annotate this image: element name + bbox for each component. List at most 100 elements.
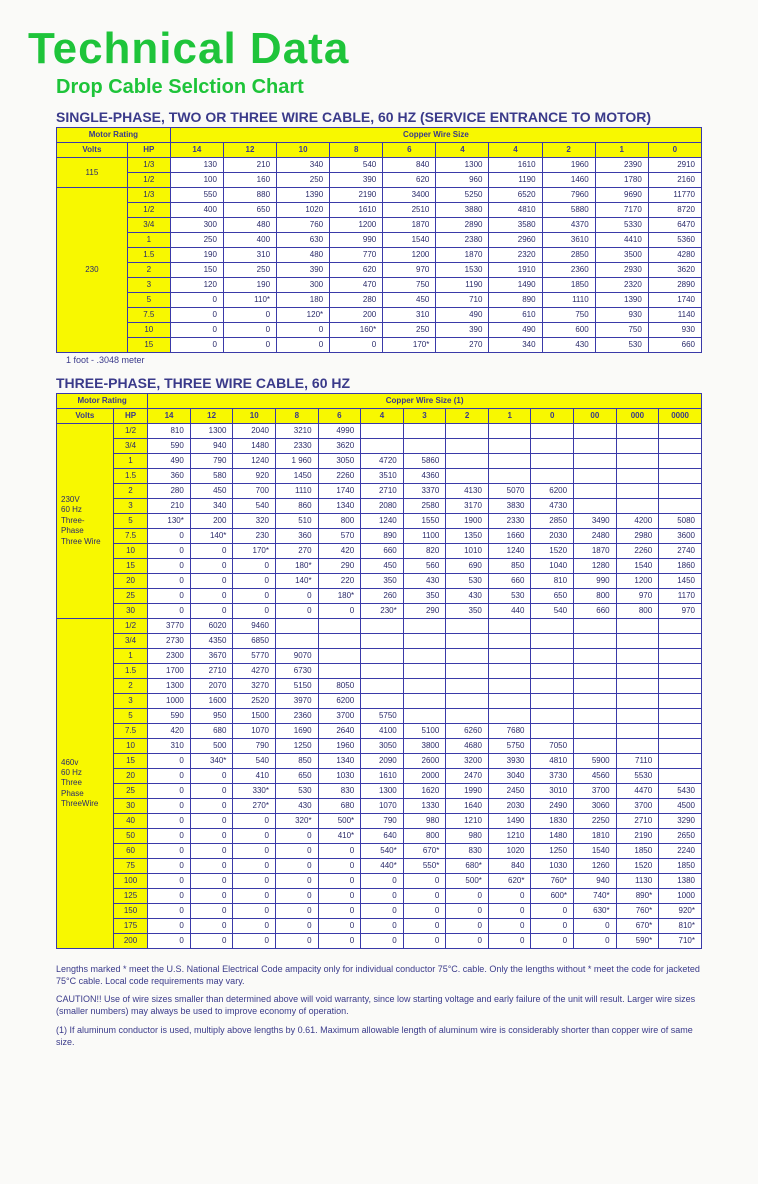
data-cell: 750 <box>542 308 595 323</box>
data-cell <box>361 424 404 439</box>
data-cell: 1190 <box>489 173 542 188</box>
data-cell: 0 <box>148 784 191 799</box>
data-cell: 360 <box>148 469 191 484</box>
data-cell: 760* <box>531 874 574 889</box>
data-cell: 320* <box>276 814 319 829</box>
data-cell: 0 <box>276 589 319 604</box>
data-cell <box>574 424 617 439</box>
data-cell <box>531 469 574 484</box>
data-cell: 0 <box>276 904 319 919</box>
data-cell: 1070 <box>361 799 404 814</box>
data-cell: 880 <box>223 188 276 203</box>
hp-cell: 60 <box>113 844 147 859</box>
data-cell: 0 <box>148 769 191 784</box>
data-cell: 5530 <box>616 769 659 784</box>
data-cell: 1300 <box>361 784 404 799</box>
data-cell: 590 <box>148 439 191 454</box>
data-cell: 1610 <box>330 203 383 218</box>
hp-cell: 50 <box>113 829 147 844</box>
data-cell: 530 <box>488 589 531 604</box>
data-cell <box>574 739 617 754</box>
data-cell: 160* <box>330 323 383 338</box>
data-cell: 710 <box>436 293 489 308</box>
data-cell: 1330 <box>403 799 446 814</box>
data-cell <box>531 709 574 724</box>
data-cell: 3050 <box>361 739 404 754</box>
size-header: 2 <box>542 143 595 158</box>
data-cell: 680 <box>318 799 361 814</box>
data-cell: 0 <box>148 859 191 874</box>
data-cell: 0 <box>361 874 404 889</box>
data-cell: 1250 <box>531 844 574 859</box>
data-cell: 1830 <box>531 814 574 829</box>
data-cell: 2710 <box>616 814 659 829</box>
data-cell: 0 <box>233 604 276 619</box>
data-cell: 4280 <box>648 248 701 263</box>
data-cell <box>488 649 531 664</box>
data-cell: 3010 <box>531 784 574 799</box>
data-cell: 0 <box>190 829 233 844</box>
data-cell: 890 <box>361 529 404 544</box>
data-cell: 650 <box>531 589 574 604</box>
data-cell: 0 <box>276 919 319 934</box>
data-cell: 940 <box>190 439 233 454</box>
data-cell: 0 <box>148 529 191 544</box>
data-cell: 600 <box>542 323 595 338</box>
data-cell: 2600 <box>403 754 446 769</box>
data-cell: 750 <box>595 323 648 338</box>
data-cell <box>403 664 446 679</box>
hp-cell: 1.5 <box>113 664 147 679</box>
hp-header: HP <box>113 409 147 424</box>
data-cell: 0 <box>276 829 319 844</box>
section-heading-1: SINGLE-PHASE, TWO OR THREE WIRE CABLE, 6… <box>56 109 730 125</box>
data-cell: 590* <box>616 934 659 949</box>
data-cell: 5150 <box>276 679 319 694</box>
data-cell: 2260 <box>318 469 361 484</box>
data-cell: 0 <box>170 308 223 323</box>
data-cell: 350 <box>446 604 489 619</box>
data-cell: 3510 <box>361 469 404 484</box>
data-cell: 0 <box>190 859 233 874</box>
size-header: 000 <box>616 409 659 424</box>
data-cell: 0 <box>233 559 276 574</box>
data-cell: 1860 <box>659 559 702 574</box>
hp-cell: 75 <box>113 859 147 874</box>
data-cell: 1850 <box>542 278 595 293</box>
hp-cell: 125 <box>113 889 147 904</box>
data-cell <box>659 724 702 739</box>
data-cell: 1200 <box>330 218 383 233</box>
volts-label: 230V 60 Hz Three-Phase Three Wire <box>57 424 114 619</box>
data-cell: 0 <box>318 889 361 904</box>
data-cell <box>574 439 617 454</box>
data-cell <box>361 439 404 454</box>
data-cell: 0 <box>223 323 276 338</box>
data-cell: 0 <box>330 338 383 353</box>
data-cell: 0 <box>277 323 330 338</box>
data-cell: 3210 <box>276 424 319 439</box>
data-cell: 340 <box>277 158 330 173</box>
data-cell: 4680 <box>446 739 489 754</box>
data-cell: 1240 <box>233 454 276 469</box>
data-cell: 620 <box>383 173 436 188</box>
data-cell <box>616 739 659 754</box>
data-cell <box>574 634 617 649</box>
single-phase-table: Motor RatingCopper Wire SizeVoltsHP14121… <box>56 127 702 353</box>
data-cell: 3700 <box>616 799 659 814</box>
data-cell: 3800 <box>403 739 446 754</box>
data-cell <box>616 694 659 709</box>
data-cell <box>531 679 574 694</box>
hp-header: HP <box>127 143 170 158</box>
data-cell: 4500 <box>659 799 702 814</box>
copper-wire-header: Copper Wire Size <box>170 128 701 143</box>
data-cell: 0 <box>488 889 531 904</box>
data-cell: 5750 <box>361 709 404 724</box>
data-cell: 350 <box>403 589 446 604</box>
data-cell: 200 <box>190 514 233 529</box>
data-cell <box>488 469 531 484</box>
data-cell: 1600 <box>190 694 233 709</box>
data-cell <box>531 664 574 679</box>
size-header: 1 <box>488 409 531 424</box>
data-cell: 3400 <box>383 188 436 203</box>
footnote-1: 1 foot - .3048 meter <box>66 355 730 365</box>
data-cell: 1190 <box>436 278 489 293</box>
